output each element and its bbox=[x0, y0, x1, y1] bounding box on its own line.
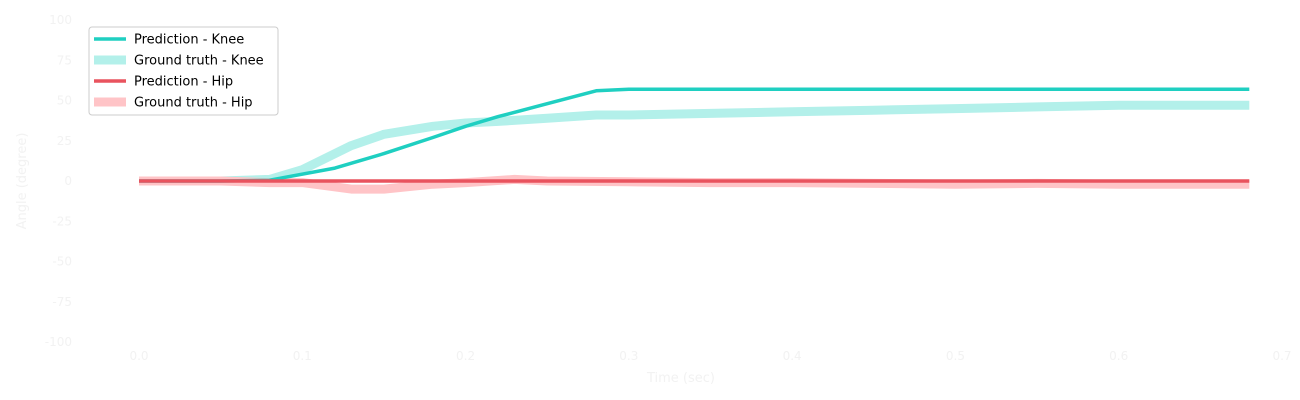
y-tick-label: 100 bbox=[49, 13, 72, 27]
y-tick-label: -75 bbox=[52, 295, 72, 309]
x-tick-label: 0.4 bbox=[783, 349, 802, 363]
x-tick-label: 0.2 bbox=[456, 349, 475, 363]
series-layer bbox=[139, 87, 1250, 194]
y-tick-label: 25 bbox=[57, 134, 72, 148]
legend-entry-2: Prediction - Hip bbox=[134, 75, 233, 90]
x-tick-label: 0.7 bbox=[1272, 349, 1291, 363]
legend-entry-0: Prediction - Knee bbox=[134, 33, 244, 48]
x-tick-label: 0.3 bbox=[619, 349, 638, 363]
legend: Prediction - Knee Ground truth - Knee Pred… bbox=[88, 26, 279, 116]
x-tick-label: 0.5 bbox=[946, 349, 965, 363]
y-tick-label: 0 bbox=[64, 174, 72, 188]
y-tick-label: -50 bbox=[52, 255, 72, 269]
legend-entry-1: Ground truth - Knee bbox=[134, 54, 264, 69]
x-axis-label: Time (sec) bbox=[646, 371, 715, 386]
x-tick-label: 0.0 bbox=[129, 349, 148, 363]
legend-entry-3: Ground truth - Hip bbox=[134, 96, 253, 111]
axes-layer: 0.0 0.1 0.2 0.3 0.4 0.5 0.6 0.7 -100 -75 -50 -25 0 25… bbox=[15, 13, 1292, 386]
y-tick-label: -100 bbox=[45, 335, 72, 349]
y-tick-label: 50 bbox=[57, 94, 72, 108]
legend-box bbox=[88, 26, 279, 116]
y-axis-label: Angle (degree) bbox=[15, 133, 30, 230]
y-tick-label: 75 bbox=[57, 53, 72, 67]
x-tick-label: 0.1 bbox=[293, 349, 312, 363]
y-tick-label: -25 bbox=[52, 214, 72, 228]
x-tick-label: 0.6 bbox=[1109, 349, 1128, 363]
series-line-1 bbox=[139, 100, 1250, 186]
